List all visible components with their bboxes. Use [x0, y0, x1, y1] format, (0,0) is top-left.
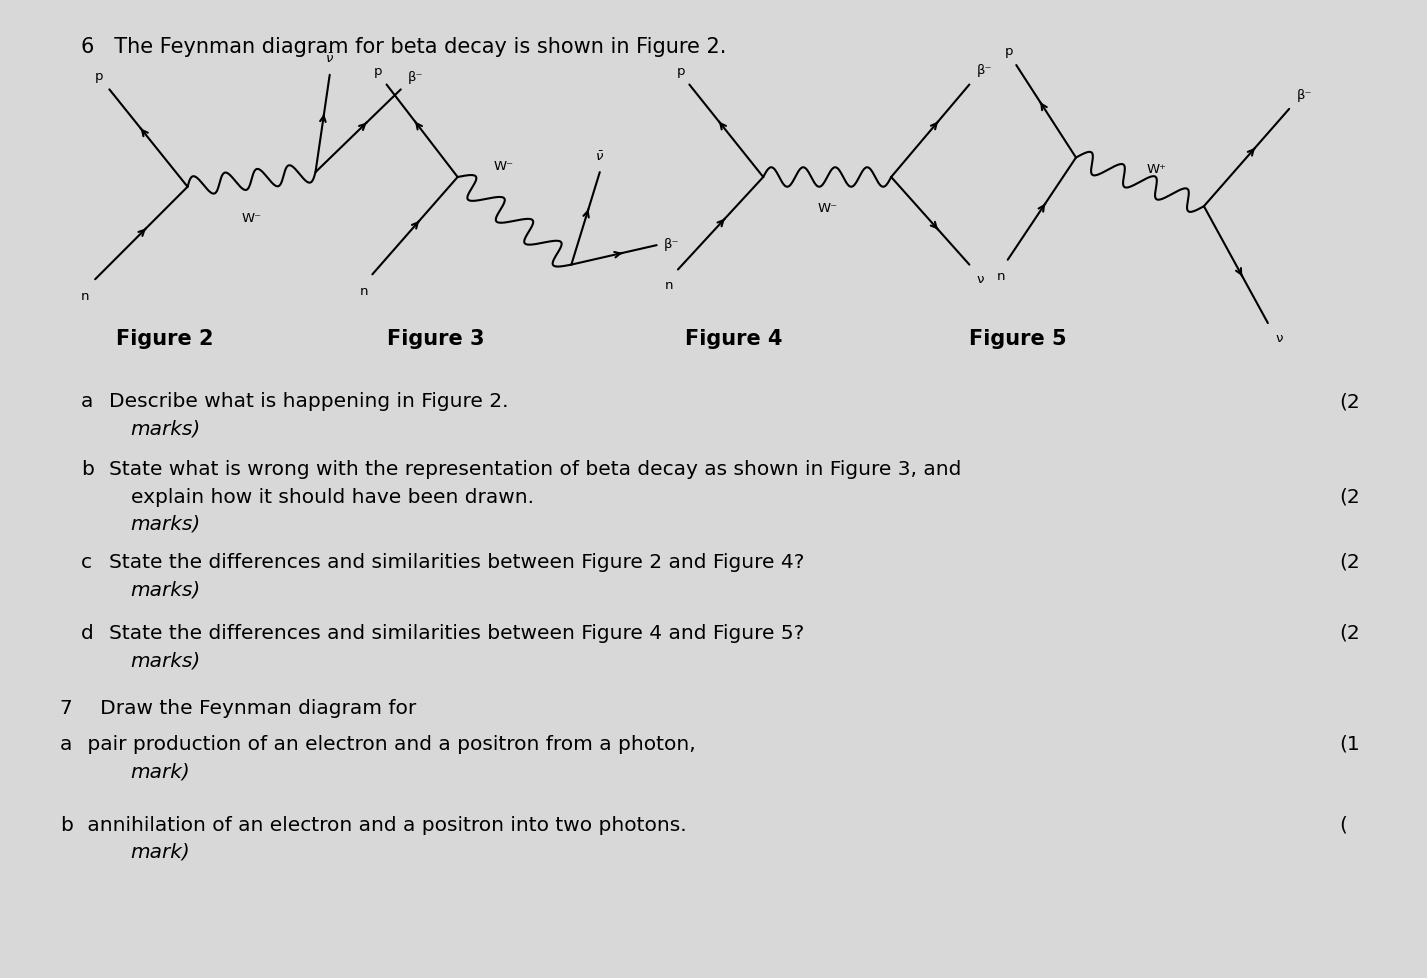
- Text: β⁻: β⁻: [408, 70, 424, 83]
- Text: W⁺: W⁺: [1147, 163, 1167, 176]
- Text: State the differences and similarities between Figure 2 and Figure 4?: State the differences and similarities b…: [110, 553, 805, 571]
- Text: 7: 7: [60, 698, 73, 717]
- Text: n: n: [996, 269, 1005, 283]
- Text: annihilation of an electron and a positron into two photons.: annihilation of an electron and a positr…: [81, 815, 686, 834]
- Text: p: p: [676, 65, 685, 77]
- Text: explain how it should have been drawn.: explain how it should have been drawn.: [131, 487, 534, 506]
- Text: State what is wrong with the representation of beta decay as shown in Figure 3, : State what is wrong with the representat…: [110, 460, 962, 479]
- Text: a: a: [81, 392, 93, 411]
- Text: b: b: [81, 460, 94, 479]
- Text: Figure 3: Figure 3: [387, 329, 484, 348]
- Text: p: p: [374, 65, 382, 77]
- Text: Figure 2: Figure 2: [117, 329, 214, 348]
- Text: $\bar{\nu}$: $\bar{\nu}$: [325, 53, 334, 66]
- Text: n: n: [81, 289, 90, 302]
- Text: (: (: [1339, 815, 1347, 834]
- Text: c: c: [81, 553, 91, 571]
- Text: Describe what is happening in Figure 2.: Describe what is happening in Figure 2.: [110, 392, 509, 411]
- Text: mark): mark): [131, 761, 190, 780]
- Text: marks): marks): [131, 579, 201, 599]
- Text: State the differences and similarities between Figure 4 and Figure 5?: State the differences and similarities b…: [110, 623, 805, 643]
- Text: d: d: [81, 623, 94, 643]
- Text: mark): mark): [131, 842, 190, 861]
- Text: ν: ν: [976, 273, 985, 287]
- Text: Figure 4: Figure 4: [685, 329, 782, 348]
- Text: n: n: [665, 279, 674, 292]
- Text: 6   The Feynman diagram for beta decay is shown in Figure 2.: 6 The Feynman diagram for beta decay is …: [81, 37, 726, 57]
- Text: β⁻: β⁻: [976, 64, 992, 76]
- Text: W⁻: W⁻: [818, 202, 838, 215]
- Text: Figure 5: Figure 5: [969, 329, 1067, 348]
- Text: Draw the Feynman diagram for: Draw the Feynman diagram for: [81, 698, 417, 717]
- Text: p: p: [1005, 45, 1013, 59]
- Text: pair production of an electron and a positron from a photon,: pair production of an electron and a pos…: [81, 734, 696, 753]
- Text: $\bar{\nu}$: $\bar{\nu}$: [595, 151, 604, 164]
- Text: (2: (2: [1339, 623, 1360, 643]
- Text: a: a: [60, 734, 71, 753]
- Text: (2: (2: [1339, 553, 1360, 571]
- Text: β⁻: β⁻: [1296, 89, 1311, 102]
- Text: p: p: [96, 69, 104, 82]
- Text: marks): marks): [131, 650, 201, 669]
- Text: marks): marks): [131, 419, 201, 438]
- Text: ν: ν: [1274, 332, 1283, 344]
- Text: n: n: [360, 285, 368, 297]
- Text: marks): marks): [131, 514, 201, 533]
- Text: β⁻: β⁻: [664, 238, 679, 250]
- Text: W⁻: W⁻: [241, 212, 261, 225]
- Text: W⁻: W⁻: [494, 160, 514, 173]
- Text: (2: (2: [1339, 487, 1360, 506]
- Text: (2: (2: [1339, 392, 1360, 411]
- Text: b: b: [60, 815, 73, 834]
- Text: (1: (1: [1339, 734, 1360, 753]
